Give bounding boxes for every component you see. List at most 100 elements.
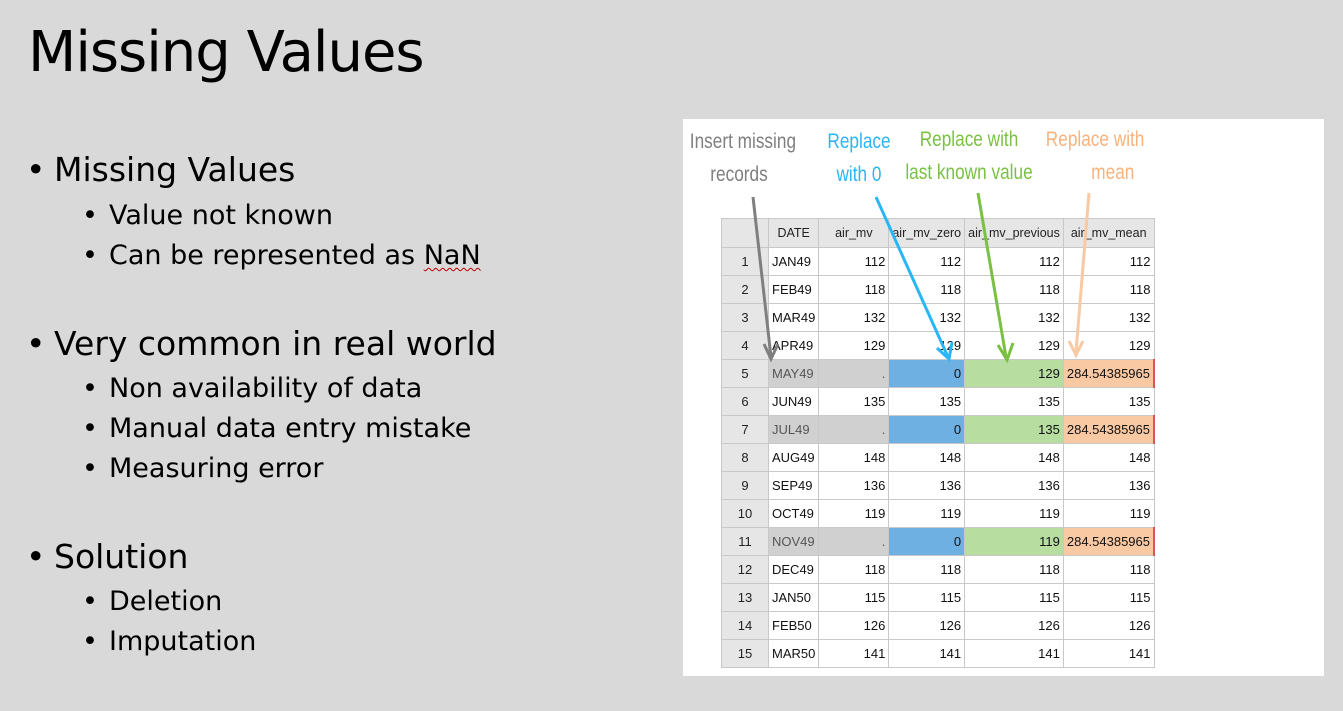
callout-line: with 0 [836, 163, 882, 186]
callout-replace-zero: Replace with 0 [818, 125, 900, 191]
bullet-solution: Solution [26, 537, 188, 576]
date-cell: JAN49 [767, 247, 820, 276]
bullet-deletion: Deletion [82, 586, 222, 617]
slide-title: Missing Values [28, 20, 425, 85]
date-cell: FEB49 [767, 275, 820, 304]
callout-line: Replace with [919, 128, 1019, 151]
arrow-mean [1067, 192, 1091, 359]
bullet-measuring-error: Measuring error [82, 453, 323, 484]
air-mv-previous-cell: 129 [964, 331, 1064, 360]
table-header-row: DATE air_mv air_mv_zero air_mv_previous … [721, 218, 1155, 248]
table-row: 4 APR49 129 129 129 129 [721, 331, 1155, 360]
air-mv-zero-cell: 0 [888, 415, 966, 444]
callout-replace-previous: Replace with last known value [903, 123, 1034, 189]
callout-replace-mean: Replace with mean [1045, 123, 1145, 189]
callout-line: Replace [827, 130, 891, 153]
air-mv-mean-cell: 126 [1062, 611, 1155, 640]
bullet-text: Can be represented as [109, 240, 424, 271]
row-number: 14 [721, 611, 769, 640]
arrow-zero [874, 196, 954, 362]
bullet-manual-entry: Manual data entry mistake [82, 413, 471, 444]
header-air-mv-previous: air_mv_previous [964, 218, 1064, 248]
table-row-missing: 11 NOV49. 0 119 284.54385965 [721, 527, 1156, 556]
bullet-missing-values: Missing Values [26, 150, 295, 189]
bullet-imputation: Imputation [82, 626, 256, 657]
air-mv-previous-cell: 119 [964, 527, 1064, 556]
bullet-very-common: Very common in real world [26, 324, 497, 363]
air-mv-zero-cell: 136 [888, 471, 966, 500]
air-mv-previous-cell: 132 [964, 303, 1064, 332]
row-number: 4 [721, 331, 769, 360]
air-mv-mean-cell: 284.54385965 [1062, 527, 1156, 556]
air-mv-zero-cell: 0 [888, 359, 966, 388]
table-row: 13 JAN50 115 115 115 115 [721, 583, 1155, 612]
table-body: 1 JAN49 112 112 112 112 2 FEB49 118 118 118 118 3 MAR… [721, 247, 1156, 668]
callout-line: last known value [905, 161, 1033, 184]
callout-line: mean [1091, 161, 1135, 184]
bullet-represented-as-nan: Can be represented as NaN [82, 240, 481, 271]
date-cell: OCT49 [767, 499, 820, 528]
row-number: 5 [721, 359, 769, 388]
date-cell: MAY49 [767, 359, 820, 388]
air-mv-cell: 119 [818, 499, 890, 528]
imputation-figure: Insert missing records Replace with 0 Re… [683, 119, 1324, 676]
arrow-insert [751, 196, 780, 363]
air-mv-cell: 148 [818, 443, 890, 472]
date-cell: FEB50 [767, 611, 820, 640]
air-mv-mean-cell: 115 [1062, 583, 1155, 612]
air-mv-mean-cell: 118 [1062, 275, 1155, 304]
date-cell: AUG49 [767, 443, 820, 472]
air-mv-cell: 135 [818, 387, 890, 416]
air-mv-previous-cell: 112 [964, 247, 1064, 276]
table-row: 10 OCT49 119 119 119 119 [721, 499, 1155, 528]
air-mv-cell: . [818, 527, 890, 556]
bullet-value-not-known: Value not known [82, 200, 333, 231]
callout-line: Insert missing [689, 130, 797, 153]
air-mv-mean-cell: 112 [1062, 247, 1155, 276]
air-mv-previous-cell: 148 [964, 443, 1064, 472]
row-number: 6 [721, 387, 769, 416]
table-row: 6 JUN49 135 135 135 135 [721, 387, 1155, 416]
date-cell: DEC49 [767, 555, 820, 584]
air-mv-previous-cell: 129 [964, 359, 1064, 388]
arrows-layer [751, 192, 1091, 364]
table-row: 15 MAR50 141 141 141 141 [721, 639, 1155, 668]
nan-term: NaN [423, 240, 481, 271]
row-number: 12 [721, 555, 769, 584]
header-air-mv-mean: air_mv_mean [1062, 218, 1155, 248]
air-mv-cell: . [818, 415, 890, 444]
air-mv-cell: 132 [818, 303, 890, 332]
date-cell: MAR49 [767, 303, 820, 332]
date-cell: MAR50 [767, 639, 820, 668]
air-mv-zero-cell: 119 [888, 499, 966, 528]
air-mv-mean-cell: 284.54385965 [1062, 359, 1156, 388]
date-cell: JUL49 [767, 415, 820, 444]
table-row-missing: 5 MAY49. 0 129 284.54385965 [721, 359, 1156, 388]
row-number: 9 [721, 471, 769, 500]
air-mv-previous-cell: 135 [964, 415, 1064, 444]
air-mv-previous-cell: 126 [964, 611, 1064, 640]
air-mv-cell: 118 [818, 275, 890, 304]
date-cell: JUN49 [767, 387, 820, 416]
date-cell: JAN50 [767, 583, 820, 612]
air-mv-previous-cell: 141 [964, 639, 1064, 668]
air-mv-zero-cell: 118 [888, 275, 966, 304]
air-mv-zero-cell: 148 [888, 443, 966, 472]
row-number: 7 [721, 415, 769, 444]
air-mv-cell: 115 [818, 583, 890, 612]
air-mv-mean-cell: 141 [1062, 639, 1155, 668]
arrow-previous [976, 192, 1015, 364]
header-air-mv-zero: air_mv_zero [888, 218, 966, 248]
table-row-missing: 7 JUL49. 0 135 284.54385965 [721, 415, 1156, 444]
air-mv-cell: . [818, 359, 890, 388]
bullet-non-availability: Non availability of data [82, 373, 422, 404]
table-row: 14 FEB50 126 126 126 126 [721, 611, 1155, 640]
callout-line: Replace with [1045, 128, 1145, 151]
air-mv-zero-cell: 141 [888, 639, 966, 668]
row-number: 11 [721, 527, 769, 556]
callout-line: records [710, 163, 768, 186]
air-mv-zero-cell: 115 [888, 583, 966, 612]
row-number: 13 [721, 583, 769, 612]
table-row: 8 AUG49 148 148 148 148 [721, 443, 1155, 472]
row-number: 8 [721, 443, 769, 472]
